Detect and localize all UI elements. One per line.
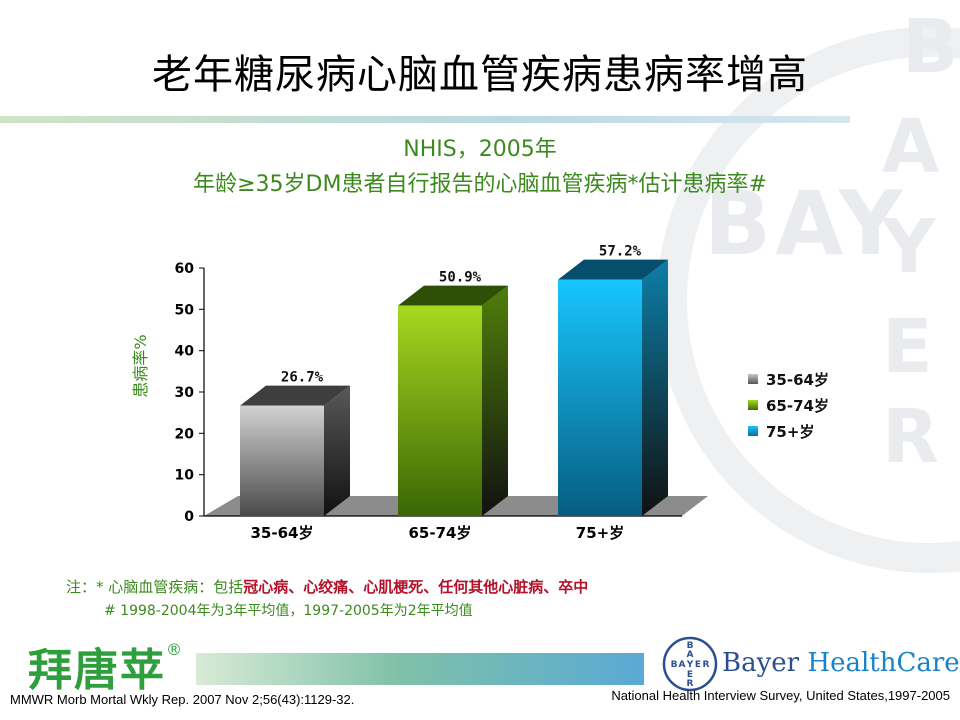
y-axis-title: 患病率% bbox=[131, 334, 150, 397]
footnote-prefix: 注：* 心脑血管疾病：包括 bbox=[66, 578, 244, 596]
bar-value-label: 26.7% bbox=[281, 370, 324, 386]
y-tick-label: 0 bbox=[184, 509, 194, 525]
svg-text:A: A bbox=[687, 650, 694, 660]
x-category-label: 35-64岁 bbox=[251, 524, 314, 542]
svg-text:B: B bbox=[902, 4, 958, 90]
y-tick-label: 60 bbox=[175, 261, 195, 277]
data-source: National Health Interview Survey, United… bbox=[611, 688, 950, 703]
bar-value-label: 50.9% bbox=[439, 270, 482, 286]
bar-top-face bbox=[240, 385, 350, 406]
svg-text:E: E bbox=[695, 660, 701, 670]
bar-65-74岁 bbox=[398, 285, 508, 516]
bayer-healthcare-wordmark: Bayer HealthCare bbox=[722, 648, 960, 678]
svg-text:B: B bbox=[671, 660, 678, 670]
bar-front-face bbox=[398, 305, 482, 516]
legend-label: 75+岁 bbox=[766, 422, 815, 441]
registered-mark: ® bbox=[166, 640, 184, 659]
svg-text:A: A bbox=[679, 660, 686, 670]
product-brand-name: 拜唐苹® bbox=[28, 634, 184, 698]
bar-75+岁 bbox=[558, 259, 668, 516]
chart-legend: 35-64岁 65-74岁 75+岁 bbox=[748, 366, 829, 444]
y-tick-label: 30 bbox=[175, 385, 195, 401]
slide-title: 老年糖尿病心脑血管疾病患病率增高 bbox=[152, 52, 808, 98]
bar-top-face bbox=[558, 259, 668, 280]
svg-text:R: R bbox=[882, 394, 939, 480]
bar-side-face bbox=[324, 385, 350, 516]
bar-front-face bbox=[558, 279, 642, 516]
title-divider bbox=[0, 116, 850, 123]
y-tick-label: 10 bbox=[175, 468, 195, 484]
legend-swatch-green bbox=[748, 400, 758, 410]
chart-subtitle-description: 年龄≥35岁DM患者自行报告的心脑血管疾病*估计患病率# bbox=[193, 172, 767, 197]
legend-label: 65-74岁 bbox=[766, 396, 829, 415]
svg-text:Y: Y bbox=[881, 204, 937, 290]
product-brand-text: 拜唐苹 bbox=[28, 645, 166, 696]
footnote-averaging: # 1998-2004年为3年平均值，1997-2005年为2年平均值 bbox=[104, 603, 473, 619]
svg-text:A: A bbox=[882, 104, 939, 190]
y-tick-label: 20 bbox=[175, 426, 195, 442]
svg-text:BAY: BAY bbox=[704, 172, 906, 275]
bar-value-label: 57.2% bbox=[599, 244, 642, 260]
legend-item-35-64: 35-64岁 bbox=[748, 366, 829, 392]
svg-text:Y: Y bbox=[686, 660, 694, 670]
legend-label: 35-64岁 bbox=[766, 370, 829, 389]
y-tick-label: 40 bbox=[175, 344, 195, 360]
legend-swatch-blue bbox=[748, 426, 758, 436]
svg-text:R: R bbox=[687, 679, 694, 689]
svg-text:E: E bbox=[882, 304, 933, 390]
bar-side-face bbox=[482, 285, 508, 516]
bar-side-face bbox=[642, 259, 668, 516]
bar-front-face bbox=[240, 405, 324, 516]
svg-text:R: R bbox=[703, 660, 710, 670]
footnote-highlight: 冠心病、心绞痛、心肌梗死、任何其他心脏病、卒中 bbox=[243, 578, 589, 596]
bar-35-64岁 bbox=[240, 385, 350, 516]
healthcare-word: HealthCare bbox=[807, 648, 960, 678]
svg-text:B: B bbox=[687, 641, 694, 651]
chart-subtitle-survey: NHIS，2005年 bbox=[403, 137, 557, 162]
bayer-word: Bayer bbox=[722, 648, 800, 678]
y-tick-label: 50 bbox=[175, 302, 195, 318]
bar-top-face bbox=[398, 285, 508, 306]
footnote-definition: 注：* 心脑血管疾病：包括冠心病、心绞痛、心肌梗死、任何其他心脏病、卒中 bbox=[66, 576, 588, 597]
reference-citation: MMWR Morb Mortal Wkly Rep. 2007 Nov 2;56… bbox=[10, 692, 355, 707]
svg-text:E: E bbox=[687, 670, 693, 680]
legend-item-65-74: 65-74岁 bbox=[748, 392, 829, 418]
x-category-label: 65-74岁 bbox=[409, 524, 472, 542]
brand-gradient-bar bbox=[196, 653, 644, 685]
x-category-label: 75+岁 bbox=[576, 524, 624, 542]
legend-swatch-gray bbox=[748, 374, 758, 384]
legend-item-75-plus: 75+岁 bbox=[748, 418, 829, 444]
